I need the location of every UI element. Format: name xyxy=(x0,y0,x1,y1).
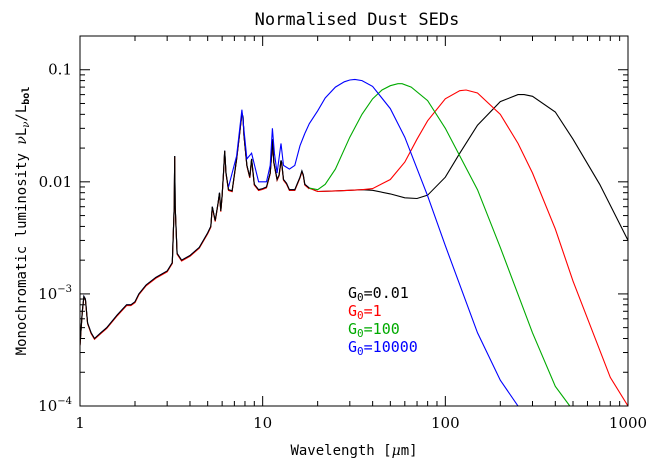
chart-title: Normalised Dust SEDs xyxy=(255,10,460,30)
series-line-1 xyxy=(309,89,628,406)
legend-symbol: G xyxy=(348,338,357,356)
legend-value: =0.01 xyxy=(364,284,409,302)
series-line-3 xyxy=(304,78,519,406)
legend-value: =100 xyxy=(364,320,400,338)
y-tick-exponent: −4 xyxy=(57,396,72,407)
x-axis-label-suffix: m] xyxy=(401,443,418,459)
x-axis-label-mu: μ xyxy=(392,443,401,459)
pah-curve-0 xyxy=(80,112,310,346)
y-axis-label-sub-bol: bol xyxy=(21,87,32,105)
pah-curve-1 xyxy=(80,113,310,346)
legend-subscript: 0 xyxy=(357,309,364,322)
y-tick-base: 10 xyxy=(38,285,57,303)
y-axis-label-nu: ν xyxy=(14,136,30,145)
legend-subscript: 0 xyxy=(357,291,364,304)
y-tick-label: 10−4 xyxy=(38,396,72,415)
legend-subscript: 0 xyxy=(357,327,364,340)
y-tick-exponent: −3 xyxy=(57,284,72,295)
y-axis-label-L1: L xyxy=(14,128,30,136)
x-tick-label: 10 xyxy=(253,414,272,432)
y-axis-label-slash: / xyxy=(14,113,30,121)
legend-symbol: G xyxy=(348,320,357,338)
series-layer xyxy=(80,78,628,406)
legend-subscript: 0 xyxy=(357,345,364,358)
y-axis-label-sub-nu: ν xyxy=(21,122,32,128)
y-tick-label: 0.01 xyxy=(39,173,72,191)
blue-shoulder-line xyxy=(227,109,306,188)
x-tick-label: 1 xyxy=(75,414,85,432)
pah-curve-3 xyxy=(80,112,310,346)
legend-entry-0: G0=0.01 xyxy=(348,284,409,304)
ticks-layer xyxy=(79,35,629,407)
pah-curve-2 xyxy=(80,113,310,346)
legend-value: =1 xyxy=(364,302,382,320)
x-axis-label: Wavelength [μm] xyxy=(290,443,417,459)
legend-value: =10000 xyxy=(364,338,418,356)
x-tick-label: 100 xyxy=(431,414,460,432)
plot-frame xyxy=(79,35,629,407)
legend-entry-1: G0=1 xyxy=(348,302,382,322)
y-tick-base: 10 xyxy=(38,397,57,415)
legend-entry-2: G0=100 xyxy=(348,320,400,340)
y-tick-label: 10−3 xyxy=(38,284,72,303)
y-axis-label-L2: L xyxy=(14,105,30,113)
series-line-0 xyxy=(309,94,628,241)
legend-entry-3: G0=10000 xyxy=(348,338,418,358)
x-tick-label: 1000 xyxy=(609,414,647,432)
legend-symbol: G xyxy=(348,302,357,320)
y-axis-label: Monochromatic luminosity νLν/Lbol xyxy=(14,87,32,356)
x-axis-label-prefix: Wavelength [ xyxy=(290,443,391,459)
y-tick-label: 0.1 xyxy=(48,61,72,79)
legend-symbol: G xyxy=(348,284,357,302)
y-axis-label-prefix: Monochromatic luminosity xyxy=(14,145,30,356)
series-line-2 xyxy=(309,83,571,406)
